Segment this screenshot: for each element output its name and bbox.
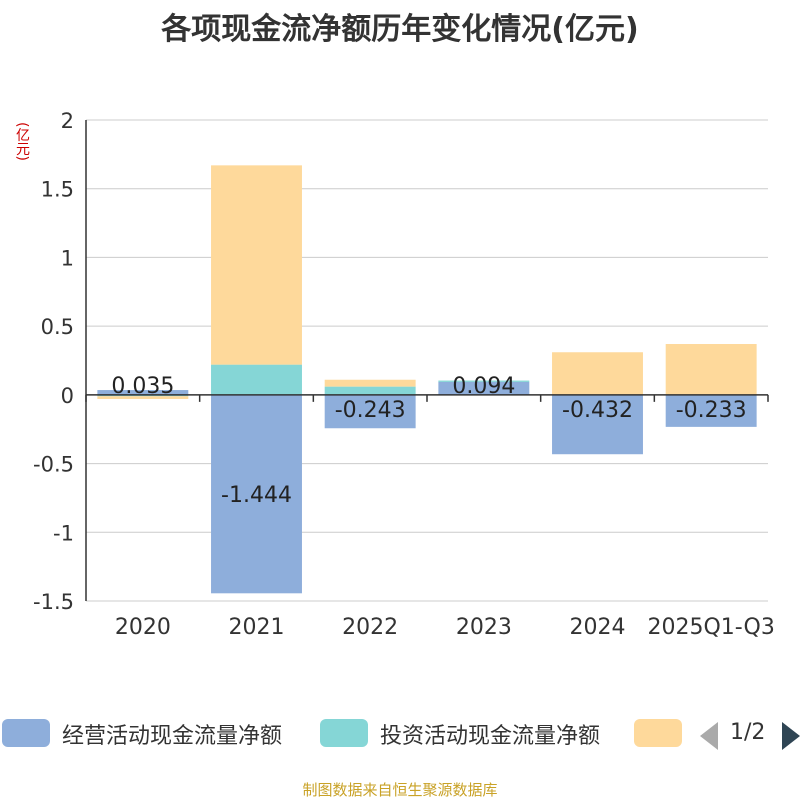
bar-financing <box>552 352 643 395</box>
y-tick-label: -1.5 <box>33 590 74 614</box>
bar-investing <box>211 364 302 395</box>
bar-operating <box>324 394 416 429</box>
data-label-layer: 0.035 -1.444 -0.243 0.094 -0.432 -0.233 <box>111 374 746 508</box>
bar-operating <box>211 394 302 594</box>
source-note: 制图数据来自恒生聚源数据库 <box>302 781 498 799</box>
data-label: -0.243 <box>335 398 406 423</box>
chart-title: 各项现金流净额历年变化情况(亿元) <box>161 12 639 47</box>
bar-investing <box>438 380 530 382</box>
y-axis-unit-label: (亿元) <box>14 122 30 161</box>
x-tick-label: 2024 <box>570 615 626 640</box>
x-tick-label: 2020 <box>115 615 171 640</box>
bar-financing <box>665 344 757 395</box>
x-tick-label: 2023 <box>456 615 512 640</box>
legend-swatch-operating[interactable] <box>2 719 50 747</box>
legend-next-page-icon[interactable] <box>782 722 800 750</box>
y-tick-label: 1 <box>61 246 74 270</box>
x-tick-label: 2022 <box>342 615 398 640</box>
axis-layer: 2 1.5 1 0.5 0 -0.5 -1 -1.5 2020 2021 2022 2023 2024 2… <box>33 109 775 640</box>
data-label: -0.432 <box>562 398 633 423</box>
cashflow-chart: 2 1.5 1 0.5 0 -0.5 -1 -1.5 2020 2021 2022 2023 2024 2… <box>33 109 775 640</box>
y-tick-label: 0.5 <box>41 315 74 339</box>
x-tick-label: 2021 <box>229 615 285 640</box>
bar-layer <box>97 165 757 594</box>
bar-operating <box>438 381 530 395</box>
data-label: -1.444 <box>221 483 292 508</box>
y-tick-label: -0.5 <box>33 453 74 477</box>
legend-prev-page-icon[interactable] <box>700 722 718 750</box>
bar-operating <box>552 394 643 455</box>
legend-page-indicator: 1/2 <box>730 720 766 745</box>
data-label: -0.233 <box>676 398 747 423</box>
legend-swatch-financing[interactable] <box>634 719 682 747</box>
x-tick-label: 2025Q1-Q3 <box>647 615 774 640</box>
y-tick-label: 0 <box>61 384 74 408</box>
bar-operating <box>665 394 757 427</box>
legend-label-investing[interactable]: 投资活动现金流量净额 <box>380 724 601 749</box>
legend-label-operating[interactable]: 经营活动现金流量净额 <box>62 724 283 749</box>
bar-financing <box>211 165 302 365</box>
data-label: 0.094 <box>452 374 515 399</box>
y-tick-label: -1 <box>53 521 74 545</box>
legend-swatch-investing[interactable] <box>320 719 368 747</box>
bar-operating <box>97 390 189 395</box>
bar-investing <box>324 386 416 395</box>
y-tick-label: 1.5 <box>41 178 74 202</box>
bar-financing <box>324 379 416 387</box>
bar-financing <box>97 396 189 399</box>
y-tick-label: 2 <box>61 109 74 133</box>
data-label: 0.035 <box>111 374 174 399</box>
